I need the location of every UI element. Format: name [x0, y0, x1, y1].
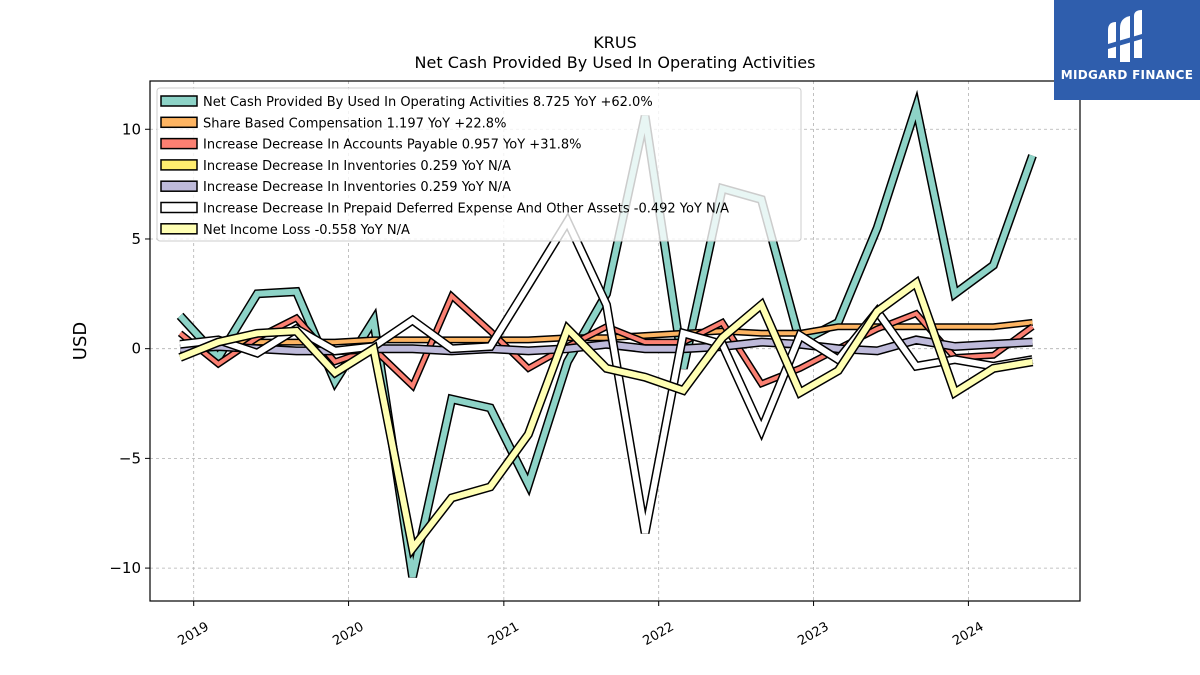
x-tick-label: 2023 — [795, 619, 831, 649]
legend-swatch-5 — [160, 201, 198, 214]
legend-entry-1: Share Based Compensation 1.197 YoY +22.8… — [203, 116, 506, 131]
x-tick-label: 2021 — [486, 619, 522, 649]
x-tick-label: 2020 — [330, 619, 366, 649]
logo-mark-icon — [1108, 10, 1142, 62]
legend-swatch-2 — [160, 137, 198, 150]
y-axis-label: USD — [70, 322, 91, 360]
brand-logo: MIDGARD FINANCE — [1054, 0, 1200, 100]
x-tick-label: 2022 — [641, 619, 677, 649]
series-line-outline-5 — [179, 211, 1034, 534]
x-tick-label: 2019 — [176, 619, 212, 649]
legend-entry-3: Increase Decrease In Inventories 0.259 Y… — [203, 159, 511, 174]
y-tick-label: 5 — [131, 230, 141, 248]
series-line-6 — [178, 278, 1033, 556]
x-axis: 2019 2020 2021 2022 2023 2024 — [176, 601, 986, 649]
legend-entry-4: Increase Decrease In Inventories 0.259 Y… — [203, 180, 511, 195]
y-tick-label: 10 — [122, 120, 141, 138]
legend-swatch-3 — [160, 159, 198, 171]
x-tick-label: 2024 — [950, 619, 986, 649]
y-tick-label: 0 — [131, 340, 141, 358]
plot-frame — [149, 80, 1081, 602]
y-axis: −10 −5 0 5 10 — [109, 120, 150, 577]
legend: Net Cash Provided By Used In Operating A… — [156, 87, 802, 242]
y-tick-label: −10 — [109, 559, 141, 577]
series-lines — [176, 89, 1037, 578]
legend-swatch-6 — [160, 223, 198, 235]
legend-swatch-0 — [160, 95, 198, 107]
legend-entry-6: Net Income Loss -0.558 YoY N/A — [203, 223, 410, 238]
chart-subtitle: Net Cash Provided By Used In Operating A… — [415, 53, 816, 72]
chart-title: KRUS — [593, 33, 636, 52]
legend-entry-5: Increase Decrease In Prepaid Deferred Ex… — [203, 202, 729, 217]
series-line-4 — [179, 336, 1033, 354]
legend-swatch-4 — [160, 180, 198, 192]
y-tick-label: −5 — [119, 449, 141, 467]
legend-swatch-1 — [160, 116, 198, 129]
legend-entry-0: Net Cash Provided By Used In Operating A… — [203, 95, 653, 110]
series-line-5 — [179, 215, 1033, 534]
legend-entry-2: Increase Decrease In Accounts Payable 0.… — [203, 138, 582, 153]
logo-text: MIDGARD FINANCE — [1060, 68, 1194, 82]
legend-box — [156, 87, 802, 242]
